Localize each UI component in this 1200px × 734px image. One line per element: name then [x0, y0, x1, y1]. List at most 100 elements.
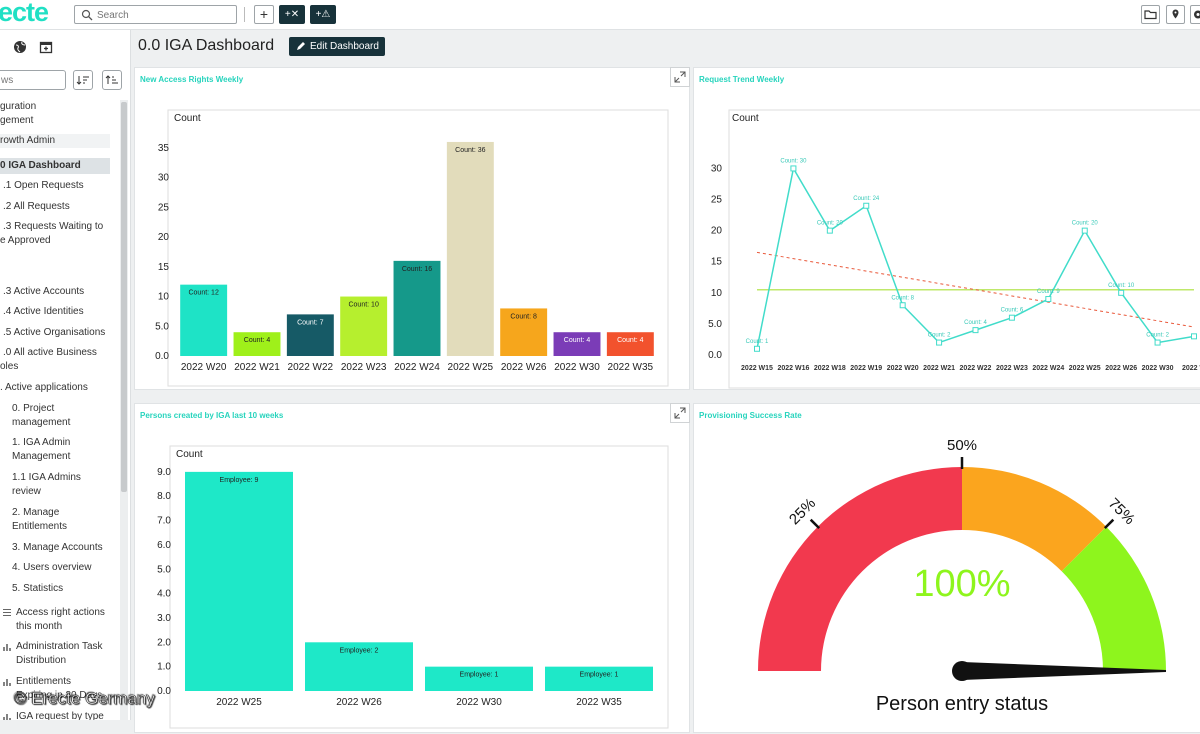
sidebar-item-iga-dashboard[interactable]: 0 IGA Dashboard	[0, 158, 110, 174]
x-tick-label: 2022 W24	[394, 362, 440, 373]
sidebar-item-growth-admin[interactable]: rowth Admin	[0, 134, 110, 148]
sort-button[interactable]	[73, 70, 93, 90]
sidebar-scrollbar-thumb[interactable]	[121, 102, 127, 492]
sidebar-item-active-organisations[interactable]: .5 Active Organisations	[3, 327, 106, 338]
x-tick-label: 2022 W22	[288, 362, 334, 373]
expand-panel-button[interactable]	[670, 67, 690, 87]
sidebar-item-management[interactable]: gement	[0, 115, 34, 126]
data-point	[790, 165, 797, 172]
sidebar-item-statistics[interactable]: 5. Statistics	[12, 583, 64, 594]
search-icon	[81, 9, 93, 21]
y-tick-label: 10	[158, 292, 170, 303]
edit-dashboard-label: Edit Dashboard	[310, 41, 379, 52]
sort-desc-icon	[105, 75, 118, 84]
search-box[interactable]	[74, 5, 237, 24]
sidebar-item-iga-admins-review[interactable]: 1.1 IGA Admins	[12, 472, 81, 483]
gauge-tick-label: 50%	[947, 437, 977, 454]
x-tick-label: 2022 W15	[741, 365, 773, 372]
sidebar-item-iga-admin-management[interactable]: 1. IGA Admin	[12, 437, 71, 448]
point-data-label: Count: 9	[1037, 289, 1060, 295]
add-button[interactable]: +	[254, 5, 274, 24]
sidebar-item-active-applications[interactable]: . Active applications	[0, 382, 88, 393]
y-tick-label: 20	[158, 232, 170, 243]
sidebar-item-manage-entitlements-cont[interactable]: Entitlements	[12, 521, 68, 532]
add-warning-button[interactable]: +⚠	[310, 5, 336, 24]
sidebar-item-business-roles-cont[interactable]: oles	[0, 361, 19, 372]
sidebar-item-iga-request-by-type[interactable]: IGA request by type	[16, 711, 104, 720]
y-tick-label: 0.0	[157, 686, 171, 697]
search-input[interactable]	[97, 8, 233, 22]
x-tick-label: 2022 W35	[608, 362, 654, 373]
bar	[286, 314, 334, 356]
y-tick-label: 10	[711, 288, 723, 299]
sort-desc-button[interactable]	[102, 70, 122, 90]
y-tick-label: 5.0	[708, 319, 722, 330]
edit-dashboard-button[interactable]: Edit Dashboard	[289, 37, 385, 56]
point-data-label: Count: 24	[853, 196, 880, 202]
data-point	[1008, 314, 1015, 321]
sidebar-item-admin-task-distribution-cont[interactable]: Distribution	[16, 655, 67, 666]
calendar-add-icon[interactable]	[39, 40, 53, 54]
gauge-needle	[962, 662, 1166, 680]
location-button[interactable]	[1166, 5, 1185, 24]
y-tick-label: 3.0	[157, 613, 171, 624]
sidebar-item-iga-admins-review-cont[interactable]: review	[12, 486, 41, 497]
bar	[545, 666, 653, 691]
sidebar-item-access-right-actions[interactable]: Access right actions	[16, 607, 105, 618]
copyright-watermark: © Erecte Germany	[14, 689, 156, 709]
sidebar-item-manage-entitlements[interactable]: 2. Manage	[12, 507, 60, 518]
sidebar-item-business-roles[interactable]: .0 All active Business	[3, 347, 97, 358]
x-tick-label: 2022 W	[1182, 365, 1200, 372]
point-data-label: Count: 20	[817, 221, 844, 227]
x-tick-label: 2022 W26	[501, 362, 547, 373]
x-tick-label: 2022 W26	[1105, 365, 1137, 372]
folder-icon	[1144, 10, 1157, 20]
panel-new-access-rights: New Access Rights Weekly Count 0.0 5.0 10 15…	[134, 67, 690, 390]
sidebar-item-active-identities[interactable]: .4 Active Identities	[3, 306, 84, 317]
chart-persons-created: Count 0.0 1.0 2.0 3.0 4.0 5.0 6.0 7.0 8.0 9.0 Emplo…	[157, 445, 669, 729]
sidebar-item-iga-admin-management-cont[interactable]: Management	[12, 451, 71, 462]
bar	[305, 642, 413, 691]
sidebar-item-access-right-actions-cont[interactable]: this month	[16, 621, 63, 632]
settings-button[interactable]	[1190, 5, 1200, 24]
panel-provisioning-success: Provisioning Success Rate 25% 50% 75% 100% P…	[693, 403, 1200, 733]
add-shuffle-button[interactable]: +✕	[279, 5, 305, 24]
folder-button[interactable]	[1141, 5, 1160, 24]
data-point	[899, 302, 906, 309]
sidebar-item-manage-accounts[interactable]: 3. Manage Accounts	[12, 542, 103, 553]
x-tick-label: 2022 W19	[850, 365, 882, 372]
bar	[185, 471, 293, 691]
sidebar-item-requests-waiting-cont[interactable]: e Approved	[0, 235, 51, 246]
bar-data-label: Count: 16	[402, 266, 432, 273]
x-tick-label: 2022 W30	[1142, 365, 1174, 372]
bar	[606, 332, 654, 356]
sidebar-item-entitlements-expiring[interactable]: Entitlements	[16, 676, 72, 687]
expand-panel-button[interactable]	[670, 403, 690, 423]
y-tick-label: 30	[158, 173, 170, 184]
bar	[233, 332, 281, 356]
sidebar-item-project-management-cont[interactable]: management	[12, 417, 71, 428]
x-tick-label: 2022 W23	[996, 365, 1028, 372]
sidebar-item-all-requests[interactable]: .2 All Requests	[3, 201, 70, 212]
sidebar-scrollbar[interactable]	[120, 100, 128, 720]
sidebar-item-project-management[interactable]: 0. Project	[12, 403, 55, 414]
bar-data-label: Employee: 1	[460, 672, 499, 679]
sidebar-item-users-overview[interactable]: 4. Users overview	[12, 562, 92, 573]
y-tick-label: 2.0	[157, 637, 171, 648]
x-tick-label: 2022 W30	[456, 697, 502, 708]
trend-line	[756, 251, 1195, 328]
views-filter-input[interactable]: ws	[0, 70, 66, 90]
y-tick-label: 4.0	[157, 589, 171, 600]
globe-icon[interactable]	[13, 40, 27, 54]
sidebar-item-requests-waiting[interactable]: .3 Requests Waiting to	[3, 221, 104, 232]
bar	[500, 308, 548, 356]
x-tick-label: 2022 W20	[181, 362, 227, 373]
data-point	[1118, 289, 1125, 296]
plot-frame	[728, 109, 1200, 389]
sidebar-item-open-requests[interactable]: .1 Open Requests	[3, 180, 84, 191]
sidebar-item-entitlements-expiring-cont[interactable]: Expiring in 30 Days	[16, 690, 103, 701]
sidebar-item-active-accounts[interactable]: .3 Active Accounts	[3, 286, 85, 297]
sidebar-item-configuration[interactable]: guration	[0, 101, 37, 112]
data-point	[1154, 339, 1161, 346]
sidebar-item-admin-task-distribution[interactable]: Administration Task	[16, 641, 103, 652]
